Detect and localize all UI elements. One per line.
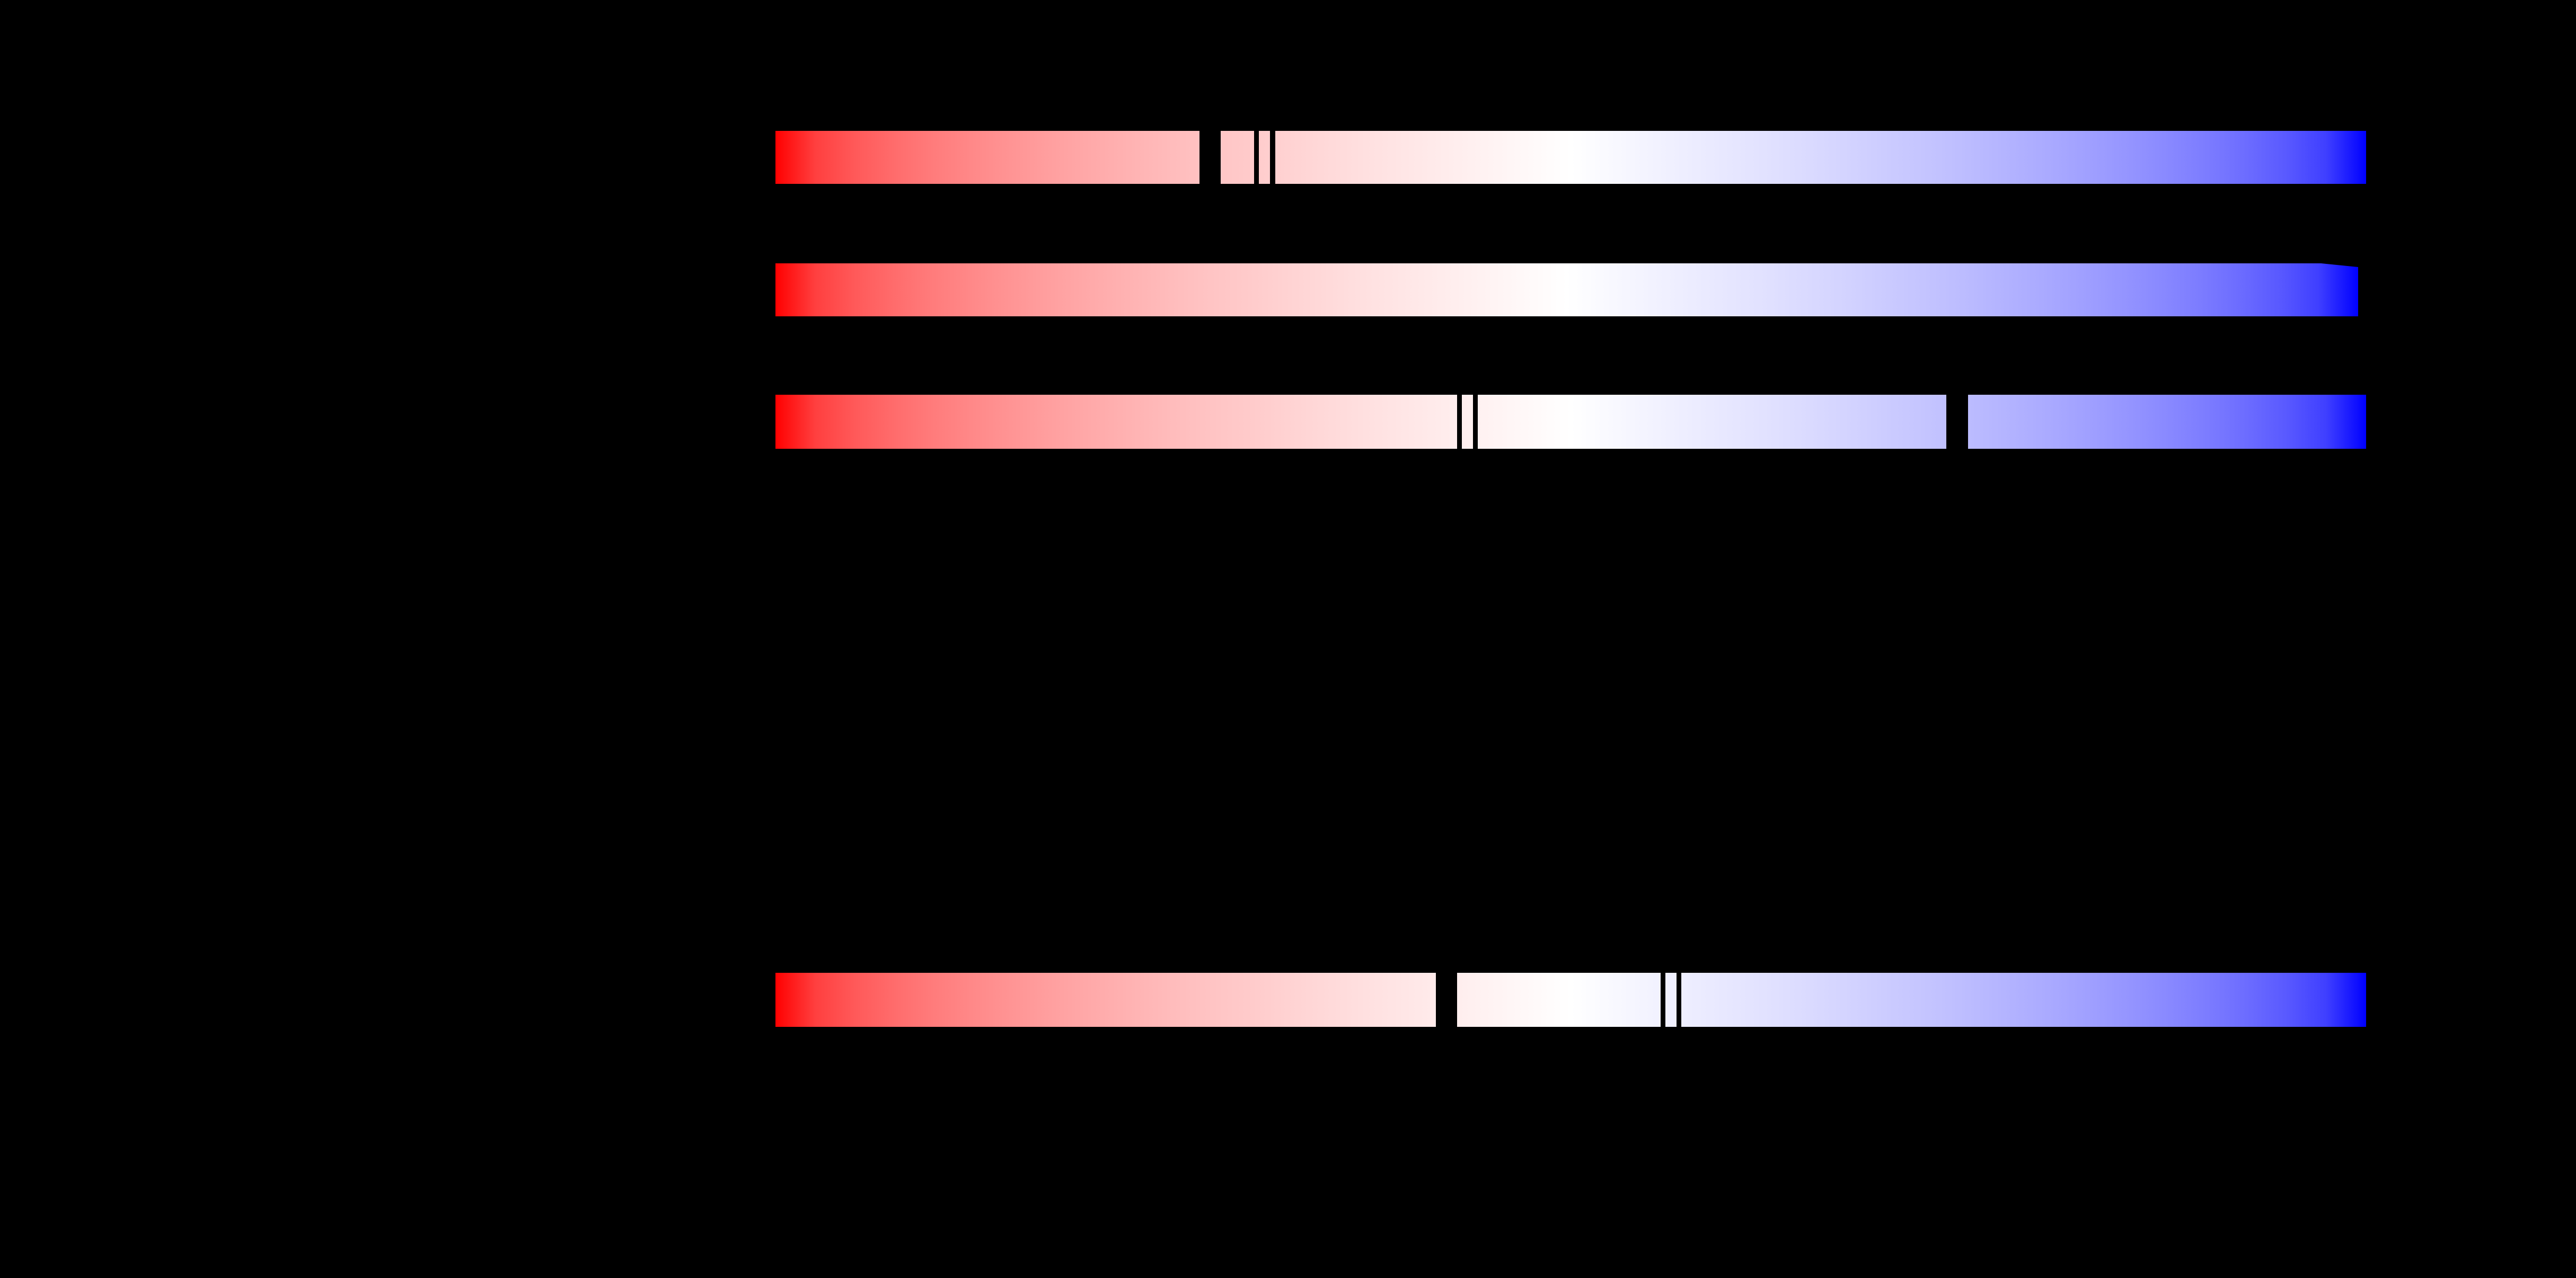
gradient-bar-3 <box>775 394 2366 449</box>
segment-gap <box>1946 394 1968 449</box>
segment-gap <box>1254 130 1259 184</box>
segment-gap <box>1677 972 1681 1027</box>
segment-gap <box>1436 972 1457 1027</box>
segment-gap <box>1457 394 1462 449</box>
segment-gap <box>1661 972 1665 1027</box>
segment-gap <box>1270 130 1275 184</box>
segment-gap <box>1199 130 1221 184</box>
gradient-bar-2 <box>775 263 2358 316</box>
segment-gap <box>1473 394 1478 449</box>
gradient-bar-1 <box>775 130 2366 184</box>
gradient-bar-4 <box>775 972 2366 1027</box>
